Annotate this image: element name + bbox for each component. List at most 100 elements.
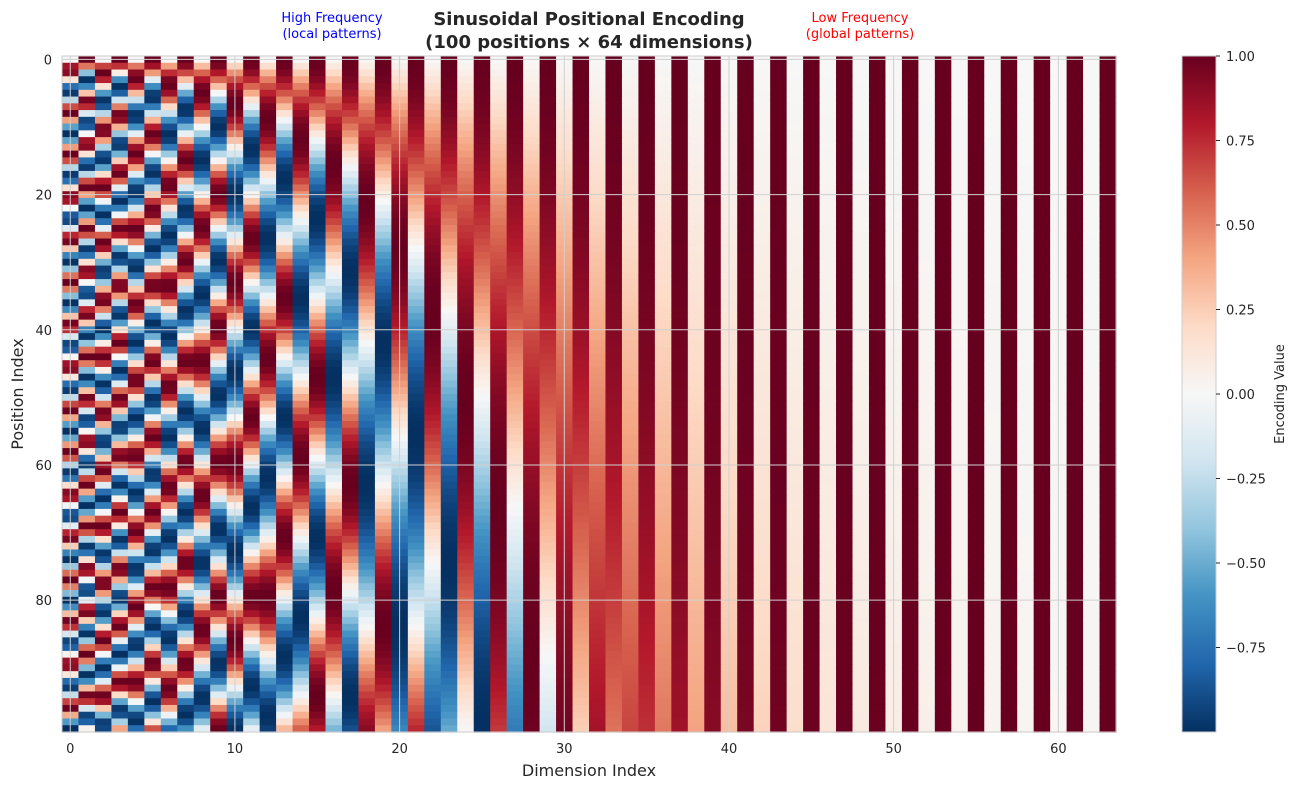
heatmap-cell [144,89,162,98]
heatmap-cell [160,387,178,395]
heatmap-cell [78,89,96,98]
heatmap-cell [753,299,771,307]
heatmap-cell [127,481,145,490]
heatmap-cell [901,319,919,327]
heatmap-cell [111,130,129,138]
heatmap-cell [605,83,623,91]
heatmap-cell [852,258,870,267]
heatmap-cell [1099,252,1117,260]
heatmap-cell [803,69,821,77]
heatmap-cell [523,225,541,233]
heatmap-cell [934,265,952,273]
heatmap-cell [1083,488,1101,496]
heatmap-cell [309,110,327,118]
heatmap-cell [852,448,870,456]
heatmap-cell [1099,448,1117,456]
heatmap-cell [1033,225,1051,233]
heatmap-cell [177,454,195,463]
heatmap-cell [1083,279,1101,287]
heatmap-cell [292,312,310,321]
heatmap-cell [506,387,524,395]
heatmap-cell [918,346,936,355]
heatmap-cell [819,96,837,104]
heatmap-cell [687,62,705,71]
heatmap-cell [457,549,475,557]
heatmap-cell [160,116,178,125]
heatmap-cell [523,333,541,341]
heatmap-cell [374,339,392,348]
heatmap-cell [819,177,837,186]
heatmap-cell [127,333,145,341]
heatmap-cell [687,535,705,544]
heatmap-cell [638,272,656,280]
heatmap-cell [934,373,952,382]
heatmap-cell [1033,535,1051,544]
heatmap-cell [341,299,360,307]
heatmap-cell [1099,150,1117,158]
heatmap-cell [506,441,524,449]
heatmap-cell [638,306,656,314]
heatmap-cell [407,319,425,327]
heatmap-cell [687,333,705,341]
heatmap-cell [819,225,837,233]
heatmap-cell [704,576,722,584]
heatmap-cell [753,245,771,253]
heatmap-cell [309,62,327,71]
heatmap-cell [836,542,854,551]
heatmap-cell [671,130,689,138]
heatmap-cell [457,103,475,111]
heatmap-cell [819,204,837,213]
heatmap-cell [1033,292,1051,300]
heatmap-cell [440,421,458,429]
heatmap-cell [1017,481,1035,490]
heatmap-cell [440,238,458,246]
heatmap-cell [94,556,113,564]
heatmap-cell [704,272,722,280]
heatmap-cell [654,245,672,253]
heatmap-cell [934,137,952,145]
heatmap-cell [770,569,788,578]
heatmap-cell [572,177,590,186]
heatmap-cell [374,434,392,442]
heatmap-cell [457,197,475,206]
heatmap-cell [539,116,557,125]
heatmap-cell [638,258,656,267]
heatmap-cell [605,238,623,246]
heatmap-cell [160,150,178,158]
heatmap-cell [687,265,705,273]
heatmap-cell [160,258,178,267]
heatmap-cell [407,245,425,253]
heatmap-cell [309,400,327,409]
heatmap-cell [605,69,623,77]
heatmap-cell [160,306,178,314]
heatmap-cell [737,312,755,321]
heatmap-cell [1000,454,1018,463]
heatmap-cell [539,515,557,524]
heatmap-cell [1099,211,1117,219]
heatmap-cell [1066,218,1084,226]
heatmap-cell [259,110,277,118]
heatmap-cell [654,515,672,524]
heatmap-cell [1083,89,1101,98]
heatmap-cell [94,542,113,551]
heatmap-cell [1017,238,1035,246]
heatmap-cell [605,272,623,280]
heatmap-cell [193,299,211,307]
heatmap-cell [490,96,508,104]
heatmap-cell [292,353,310,361]
heatmap-cell [1066,110,1084,118]
heatmap-cell [94,475,113,483]
heatmap-cell [177,225,195,233]
heatmap-cell [539,488,557,496]
heatmap-cell [572,103,590,111]
heatmap-cell [803,170,821,179]
heatmap-cell [1000,184,1018,192]
heatmap-cell [440,468,458,476]
heatmap-cell [967,434,985,442]
heatmap-cell [325,258,343,267]
heatmap-cell [951,360,969,368]
heatmap-cell [292,211,310,219]
heatmap-cell [424,265,442,273]
heatmap-cell [78,549,96,557]
heatmap-cell [737,556,755,564]
